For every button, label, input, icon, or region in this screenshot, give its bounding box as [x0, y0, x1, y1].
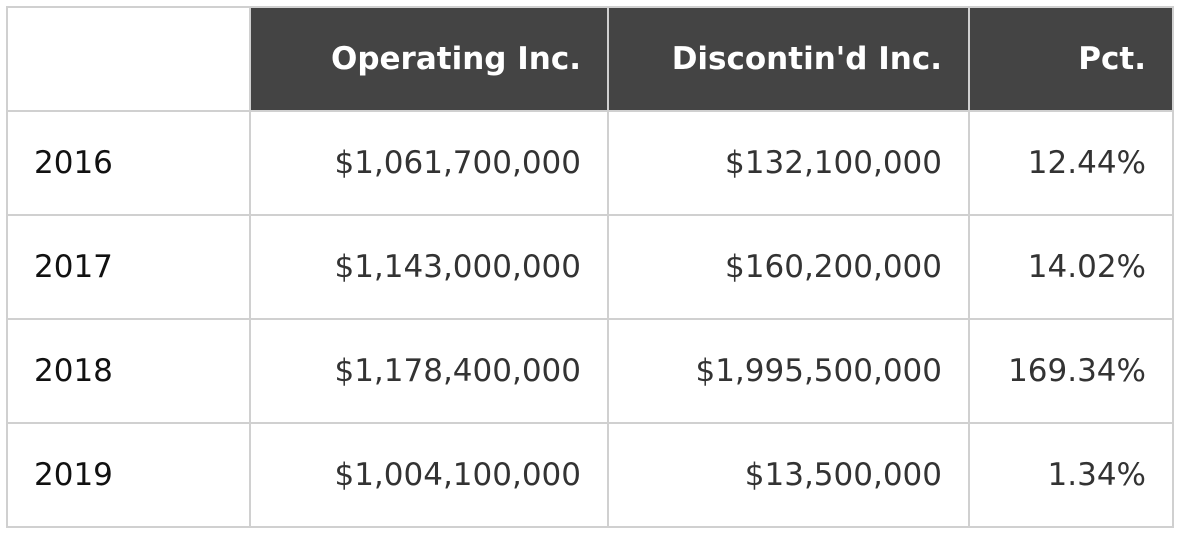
value-cell: 14.02% — [968, 214, 1174, 320]
value-cell: $160,200,000 — [607, 214, 970, 320]
value-cell: $1,061,700,000 — [249, 110, 609, 216]
value-cell: 1.34% — [968, 422, 1174, 528]
table-row: 2018 $1,178,400,000 $1,995,500,000 169.34% — [6, 318, 1174, 424]
year-cell: 2018 — [6, 318, 251, 424]
header-cell: Discontin'd Inc. — [607, 6, 970, 112]
header-cell: Operating Inc. — [249, 6, 609, 112]
value-cell: 169.34% — [968, 318, 1174, 424]
year-cell: 2019 — [6, 422, 251, 528]
value-cell: $13,500,000 — [607, 422, 970, 528]
value-cell: $132,100,000 — [607, 110, 970, 216]
value-cell: $1,143,000,000 — [249, 214, 609, 320]
table-body: 2016 $1,061,700,000 $132,100,000 12.44% 2017… — [6, 110, 1174, 528]
year-cell: 2017 — [6, 214, 251, 320]
table-row: 2016 $1,061,700,000 $132,100,000 12.44% — [6, 110, 1174, 216]
value-cell: 12.44% — [968, 110, 1174, 216]
year-cell: 2016 — [6, 110, 251, 216]
table-row: 2017 $1,143,000,000 $160,200,000 14.02% — [6, 214, 1174, 320]
table-row: 2019 $1,004,100,000 $13,500,000 1.34% — [6, 422, 1174, 528]
header-row: Operating Inc. Discontin'd Inc. Pct. — [6, 6, 1174, 112]
data-table: Operating Inc. Discontin'd Inc. Pct. 2016 $… — [6, 6, 1174, 528]
value-cell: $1,178,400,000 — [249, 318, 609, 424]
value-cell: $1,004,100,000 — [249, 422, 609, 528]
corner-cell — [6, 6, 251, 112]
value-cell: $1,995,500,000 — [607, 318, 970, 424]
header-cell: Pct. — [968, 6, 1174, 112]
